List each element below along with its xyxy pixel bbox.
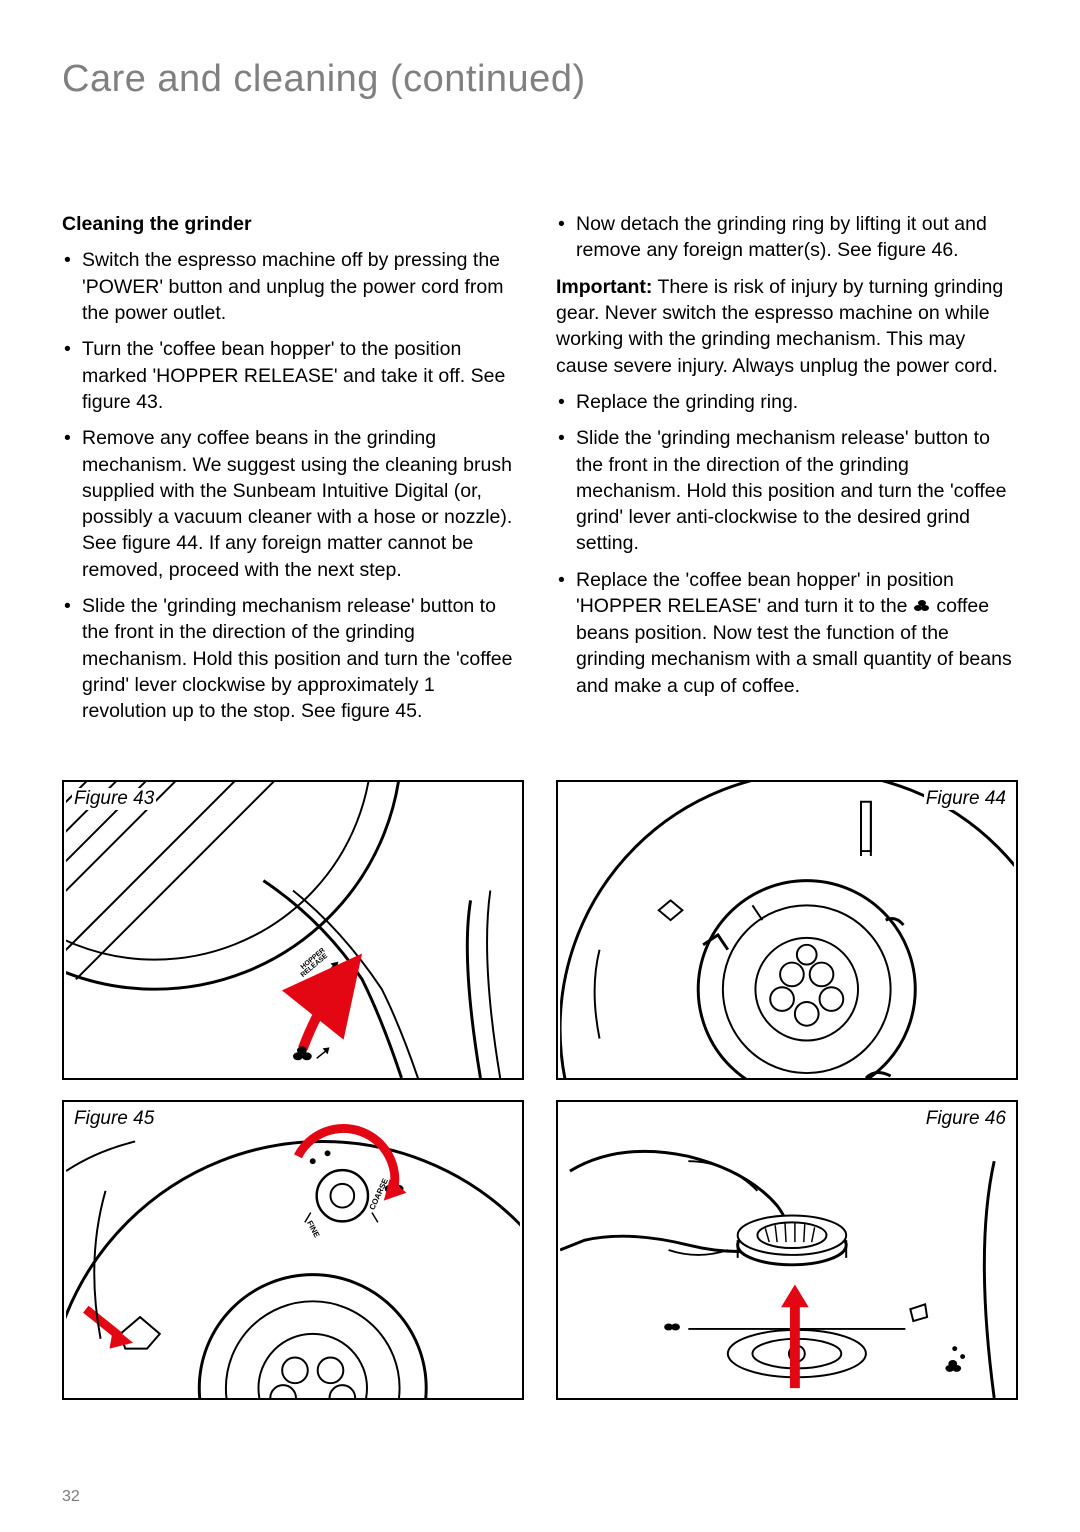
page-title: Care and cleaning (continued) xyxy=(62,58,1018,101)
page-number: 32 xyxy=(62,1488,80,1506)
cleaning-grinder-heading: Cleaning the grinder xyxy=(62,211,524,237)
right-bullet-4: Replace the 'coffee bean hopper' in posi… xyxy=(556,567,1018,699)
figure-45-label: Figure 45 xyxy=(72,1108,156,1130)
figure-46: Figure 46 xyxy=(556,1100,1018,1400)
left-bullet-4: Slide the 'grinding mechanism release' b… xyxy=(62,593,524,725)
left-bullet-2: Turn the 'coffee bean hopper' to the pos… xyxy=(62,336,524,415)
figure-46-label: Figure 46 xyxy=(924,1108,1008,1130)
figure-44-label: Figure 44 xyxy=(924,788,1008,810)
right-bullet-2: Replace the grinding ring. xyxy=(556,389,1018,415)
figure-43-label: Figure 43 xyxy=(72,788,156,810)
content-columns: Cleaning the grinder Switch the espresso… xyxy=(62,211,1018,735)
figure-45: Figure 45 xyxy=(62,1100,524,1400)
figures-grid: Figure 43 xyxy=(62,780,1018,1400)
right-bullet-1: Now detach the grinding ring by lifting … xyxy=(556,211,1018,264)
fine-label: FINE xyxy=(305,1219,321,1239)
important-paragraph: Important: There is risk of injury by tu… xyxy=(556,274,1018,379)
left-bullet-3: Remove any coffee beans in the grinding … xyxy=(62,425,524,583)
important-label: Important: xyxy=(556,276,652,298)
left-column: Cleaning the grinder Switch the espresso… xyxy=(62,211,524,735)
right-bullet-3: Slide the 'grinding mechanism release' b… xyxy=(556,425,1018,557)
figure-43: Figure 43 xyxy=(62,780,524,1080)
figure-44: Figure 44 xyxy=(556,780,1018,1080)
left-bullet-1: Switch the espresso machine off by press… xyxy=(62,247,524,326)
coffee-beans-icon xyxy=(913,594,931,620)
right-column: Now detach the grinding ring by lifting … xyxy=(556,211,1018,735)
